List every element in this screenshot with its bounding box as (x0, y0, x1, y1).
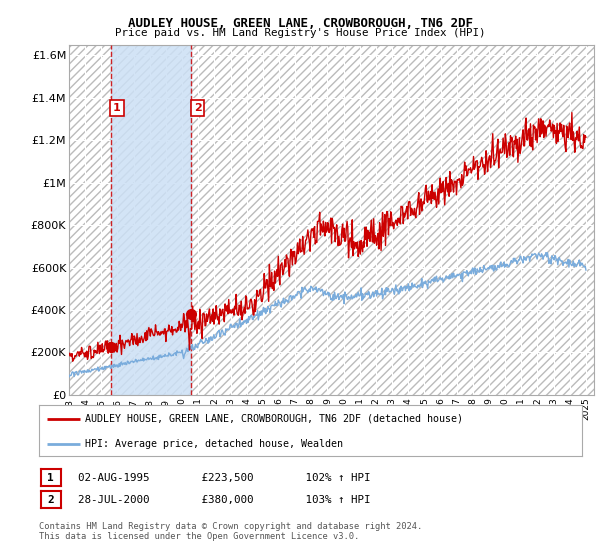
Text: 1: 1 (113, 103, 121, 113)
Bar (110, 45, 191, 395)
Text: 28-JUL-2000        £380,000        103% ↑ HPI: 28-JUL-2000 £380,000 103% ↑ HPI (65, 494, 370, 505)
Text: AUDLEY HOUSE, GREEN LANE, CROWBOROUGH, TN6 2DF: AUDLEY HOUSE, GREEN LANE, CROWBOROUGH, T… (128, 17, 473, 30)
Text: 02-AUG-1995        £223,500        102% ↑ HPI: 02-AUG-1995 £223,500 102% ↑ HPI (65, 473, 370, 483)
Text: HPI: Average price, detached house, Wealden: HPI: Average price, detached house, Weal… (85, 438, 343, 449)
Text: AUDLEY HOUSE, GREEN LANE, CROWBOROUGH, TN6 2DF (detached house): AUDLEY HOUSE, GREEN LANE, CROWBOROUGH, T… (85, 414, 463, 424)
Text: 1: 1 (47, 473, 54, 483)
Text: 2: 2 (194, 103, 202, 113)
Text: 2: 2 (47, 494, 54, 505)
Text: Contains HM Land Registry data © Crown copyright and database right 2024.
This d: Contains HM Land Registry data © Crown c… (39, 522, 422, 542)
Text: Price paid vs. HM Land Registry's House Price Index (HPI): Price paid vs. HM Land Registry's House … (115, 28, 485, 38)
